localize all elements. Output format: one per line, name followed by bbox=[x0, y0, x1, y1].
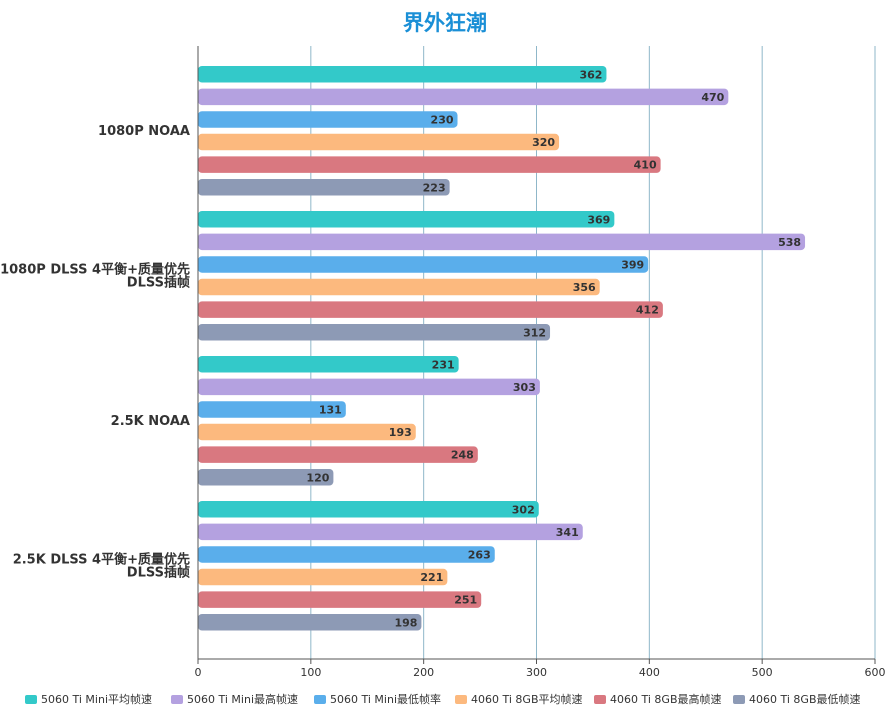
x-tick-label-0: 0 bbox=[195, 666, 202, 679]
x-tick-label-400: 400 bbox=[639, 666, 660, 679]
bar-0-2 bbox=[198, 111, 458, 128]
x-tick-label-200: 200 bbox=[413, 666, 434, 679]
bar-value-label-3-0: 302 bbox=[512, 503, 535, 516]
legend-label-0: 5060 Ti Mini平均帧速 bbox=[41, 692, 152, 706]
bar-value-label-0-2: 230 bbox=[431, 113, 454, 126]
bar-0-1 bbox=[198, 88, 729, 106]
bar-series: 362 470 230 320 410 223 369 538 399 356 412 312 231 3… bbox=[198, 66, 806, 631]
bar-value-label-1-2: 399 bbox=[621, 258, 644, 271]
bar-value-label-2-5: 120 bbox=[306, 471, 329, 484]
category-label-line: 1080P NOAA bbox=[98, 124, 190, 139]
bar-0-5 bbox=[198, 179, 450, 196]
bar-value-label-0-3: 320 bbox=[532, 136, 555, 149]
bar-value-label-1-4: 412 bbox=[636, 304, 659, 317]
bar-0-3 bbox=[198, 133, 560, 151]
bar-value-label-0-4: 410 bbox=[634, 159, 657, 172]
legend-swatch-4 bbox=[594, 695, 606, 704]
bar-value-label-3-3: 221 bbox=[420, 571, 443, 584]
category-label-line: 2.5K DLSS 4平衡+质量优先 bbox=[13, 551, 190, 567]
bar-value-label-1-3: 356 bbox=[573, 281, 596, 294]
axes bbox=[197, 46, 876, 664]
legend-label-2: 5060 Ti Mini最低帧率 bbox=[330, 692, 441, 706]
category-label-line: DLSS插帧 bbox=[127, 274, 190, 290]
legend-label-1: 5060 Ti Mini最高帧速 bbox=[187, 692, 298, 706]
bar-1-0 bbox=[198, 211, 615, 228]
category-label-2: 2.5K NOAA bbox=[111, 414, 190, 429]
bar-value-label-2-4: 248 bbox=[451, 449, 474, 462]
bar-3-2 bbox=[198, 546, 495, 563]
x-tick-label-300: 300 bbox=[526, 666, 547, 679]
bar-2-3 bbox=[198, 423, 416, 441]
bar-1-3 bbox=[198, 278, 600, 296]
bar-value-label-3-4: 251 bbox=[454, 594, 477, 607]
bar-2-1 bbox=[198, 378, 540, 396]
category-label-line: 2.5K NOAA bbox=[111, 414, 190, 429]
legend-swatch-3 bbox=[455, 695, 467, 704]
bar-3-0 bbox=[198, 501, 539, 518]
bar-2-0 bbox=[198, 356, 459, 373]
category-label-3: 2.5K DLSS 4平衡+质量优先 DLSS插帧 bbox=[13, 551, 190, 580]
legend-label-4: 4060 Ti 8GB最高帧速 bbox=[610, 692, 722, 706]
x-tick-label-500: 500 bbox=[752, 666, 773, 679]
bar-value-label-2-2: 131 bbox=[319, 403, 342, 416]
x-tick-labels: 0 100 200 300 400 500 600 bbox=[195, 666, 886, 679]
legend: 5060 Ti Mini平均帧速 5060 Ti Mini最高帧速 5060 Ti … bbox=[25, 692, 861, 706]
bar-value-label-2-3: 193 bbox=[389, 426, 412, 439]
bar-3-5 bbox=[198, 614, 422, 631]
category-label-line: DLSS插帧 bbox=[127, 564, 190, 580]
bar-1-4 bbox=[198, 301, 663, 318]
category-label-0: 1080P NOAA bbox=[98, 124, 190, 139]
bar-2-2 bbox=[198, 401, 346, 418]
x-tick-label-100: 100 bbox=[300, 666, 321, 679]
legend-swatch-5 bbox=[733, 695, 745, 704]
bar-value-label-3-5: 198 bbox=[394, 616, 417, 629]
bar-value-label-0-5: 223 bbox=[423, 181, 446, 194]
bar-value-label-3-2: 263 bbox=[468, 548, 491, 561]
legend-swatch-0 bbox=[25, 695, 37, 704]
bar-2-4 bbox=[198, 446, 478, 463]
bar-3-1 bbox=[198, 523, 583, 541]
bar-3-4 bbox=[198, 591, 482, 608]
bar-value-label-0-1: 470 bbox=[701, 91, 724, 104]
bar-2-5 bbox=[198, 469, 334, 486]
legend-label-3: 4060 Ti 8GB平均帧速 bbox=[471, 692, 583, 706]
category-label-1: 1080P DLSS 4平衡+质量优先 DLSS插帧 bbox=[0, 261, 190, 290]
bar-value-label-3-1: 341 bbox=[556, 526, 579, 539]
bar-0-4 bbox=[198, 156, 661, 173]
bar-3-3 bbox=[198, 568, 448, 586]
bar-1-5 bbox=[198, 324, 551, 341]
x-tick-label-600: 600 bbox=[865, 666, 886, 679]
bar-value-label-1-0: 369 bbox=[587, 213, 610, 226]
bar-0-0 bbox=[198, 66, 607, 83]
bar-1-2 bbox=[198, 256, 649, 273]
legend-label-5: 4060 Ti 8GB最低帧速 bbox=[749, 692, 861, 706]
bar-value-label-1-5: 312 bbox=[523, 326, 546, 339]
bar-value-label-1-1: 538 bbox=[778, 236, 801, 249]
bar-value-label-2-1: 303 bbox=[513, 381, 536, 394]
chart-title: 界外狂潮 bbox=[403, 11, 487, 35]
bar-value-label-0-0: 362 bbox=[579, 68, 602, 81]
bar-1-1 bbox=[198, 233, 806, 251]
legend-swatch-2 bbox=[314, 695, 326, 704]
bar-value-label-2-0: 231 bbox=[432, 358, 455, 371]
category-label-line: 1080P DLSS 4平衡+质量优先 bbox=[0, 261, 190, 277]
legend-swatch-1 bbox=[171, 695, 183, 704]
